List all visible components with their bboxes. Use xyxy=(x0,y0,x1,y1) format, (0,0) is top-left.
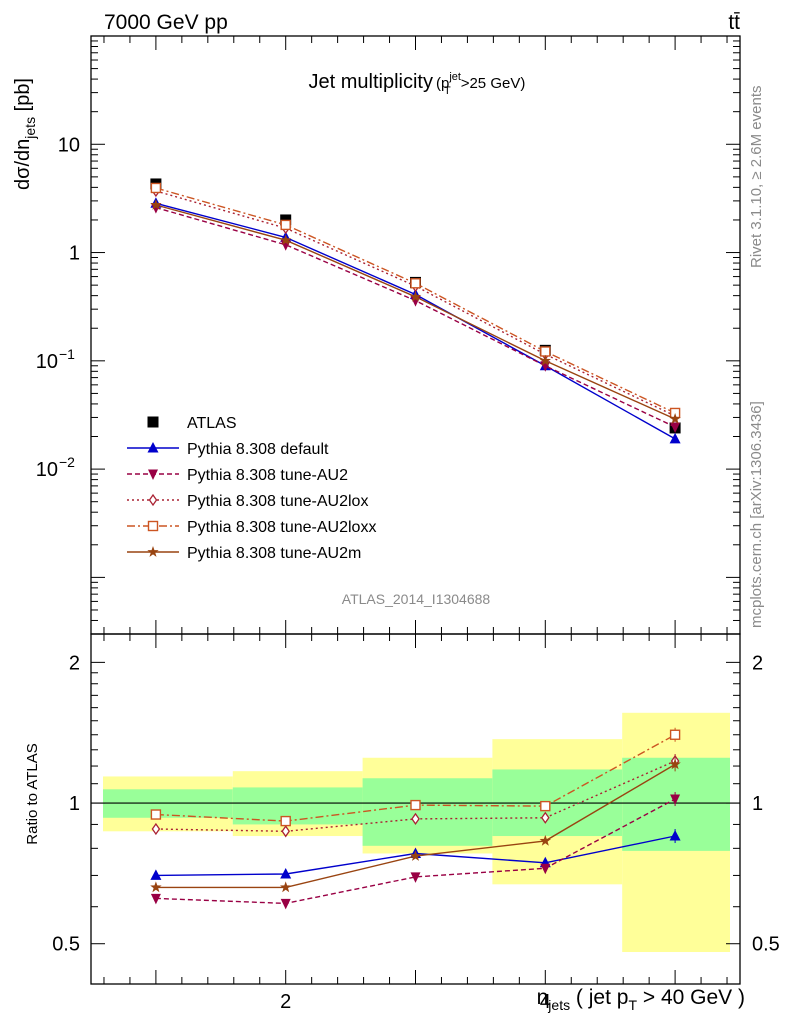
x-label-end: > 40 GeV ) xyxy=(637,986,745,1009)
mcplots-label: mcplots.cern.ch [arXiv:1306.3436] xyxy=(748,401,765,628)
main-y-tick-label: 1 xyxy=(69,243,80,265)
ratio-point-au2 xyxy=(670,794,681,806)
legend-label: Pythia 8.308 tune-AU2loxx xyxy=(187,519,376,536)
main-line-au2lox xyxy=(155,190,676,417)
ratio-y-tick-label-right: 0.5 xyxy=(752,934,780,956)
legend-marker xyxy=(147,442,159,453)
main-series xyxy=(150,178,681,444)
legend-label: Pythia 8.308 default xyxy=(187,441,329,458)
rivet-label: Rivet 3.1.10, ≥ 2.6M events xyxy=(748,86,765,269)
ratio-y-tick-label-right: 1 xyxy=(752,793,763,815)
main-y-tick-label-exp: −1 xyxy=(59,346,75,362)
main-point-au2 xyxy=(670,422,681,433)
main-ylabel-rest: [pb] xyxy=(12,78,34,117)
main-point-au2loxx xyxy=(280,219,291,231)
ratio-series xyxy=(150,727,681,910)
legend-label: ATLAS xyxy=(187,415,237,432)
ratio-point-au2lox xyxy=(411,812,420,826)
legend: ATLAS Pythia 8.308 default Pythia 8.308 tu… xyxy=(127,415,376,562)
main-title: Jet multiplicity xyxy=(309,71,433,93)
ratio-y-tick-label: 2 xyxy=(69,652,80,674)
main-y-tick-label: 10 xyxy=(58,134,80,156)
ratio-series-au2m xyxy=(150,757,681,893)
ratio-point-default xyxy=(150,869,162,880)
main-point-au2m xyxy=(150,199,162,210)
ratio-point-default xyxy=(669,830,681,841)
ratio-point-au2loxx xyxy=(669,729,681,740)
title-note-rest: >25 GeV) xyxy=(461,75,526,92)
legend-marker xyxy=(147,520,159,532)
ratio-point-au2 xyxy=(150,893,161,905)
main-point-au2loxx xyxy=(540,346,551,357)
ratio-point-au2m xyxy=(280,881,292,893)
ratio-point-default xyxy=(280,867,292,879)
title-note-sub: T xyxy=(444,85,451,97)
x-tick-label: 2 xyxy=(280,991,291,1013)
ratio-point-au2loxx xyxy=(150,809,162,820)
ratio-point-au2 xyxy=(280,898,291,910)
ratio-series-au2loxx xyxy=(150,727,681,827)
ratio-point-au2loxx xyxy=(540,800,551,812)
ratio-point-au2loxx xyxy=(410,799,421,811)
ratio-point-au2m xyxy=(539,834,551,846)
title-note-sup: jet xyxy=(448,71,461,83)
x-label-sub2: T xyxy=(628,997,637,1013)
x-tick-label: 4 xyxy=(540,991,551,1013)
ratio-point-au2 xyxy=(410,872,421,883)
ratio-y-tick-label-right: 2 xyxy=(752,652,763,674)
main-point-au2m xyxy=(409,290,422,302)
legend-marker xyxy=(147,416,159,428)
main-y-tick-label: 10 xyxy=(36,351,58,373)
ratio-point-au2lox xyxy=(541,811,550,824)
ratio-point-au2 xyxy=(540,863,551,875)
ratio-series-au2 xyxy=(150,792,681,910)
ratio-y-ticks: 0.5 0.5 1 1 2 2 xyxy=(52,652,780,955)
ratio-point-au2lox xyxy=(281,825,290,838)
main-point-au2m xyxy=(280,234,292,246)
main-point-default xyxy=(669,432,681,444)
x-label-text: njets ( jet pT > 40 GeV ) xyxy=(537,986,745,1013)
ratio-line-au2 xyxy=(155,798,676,905)
ratio-y-tick-label: 1 xyxy=(69,793,80,815)
legend-marker xyxy=(147,546,159,557)
legend-label: Pythia 8.308 tune-AU2lox xyxy=(187,493,368,510)
main-point-au2m xyxy=(539,354,551,366)
process-label: tt̄ xyxy=(728,11,740,34)
ratio-band-inner xyxy=(362,778,493,846)
ratio-point-au2m xyxy=(669,758,681,770)
ratio-point-au2lox xyxy=(151,822,161,836)
main-y-tick-label-exp: −2 xyxy=(59,454,75,470)
ratio-point-au2m xyxy=(150,881,162,893)
main-series-au2loxx xyxy=(150,182,681,419)
main-point-au2m xyxy=(669,413,681,424)
main-series-au2m xyxy=(150,199,681,424)
x-label-mid: ( jet p xyxy=(570,986,628,1009)
x-axis-label: njets ( jet pT > 40 GeV ) xyxy=(537,986,745,1013)
ratio-y-tick-label: 0.5 xyxy=(52,934,80,956)
legend-label: Pythia 8.308 tune-AU2 xyxy=(187,467,348,484)
ratio-point-au2loxx xyxy=(280,815,291,827)
ratio-point-au2m xyxy=(409,850,422,861)
legend-label: Pythia 8.308 tune-AU2m xyxy=(187,545,361,562)
x-label-sub: jets xyxy=(547,997,570,1013)
main-y-tick-label: 10 xyxy=(36,459,58,481)
legend-marker xyxy=(148,493,158,507)
main-point-au2loxx xyxy=(150,182,162,194)
legend-marker xyxy=(148,469,158,480)
watermark: ATLAS_2014_I1304688 xyxy=(342,591,491,607)
main-ylabel-sub: jets xyxy=(22,117,38,140)
ratio-y-axis-label: Ratio to ATLAS xyxy=(24,743,41,844)
main-point-au2loxx xyxy=(410,278,421,289)
energy-label: 7000 GeV pp xyxy=(104,11,228,34)
ratio-band-inner xyxy=(232,787,363,825)
